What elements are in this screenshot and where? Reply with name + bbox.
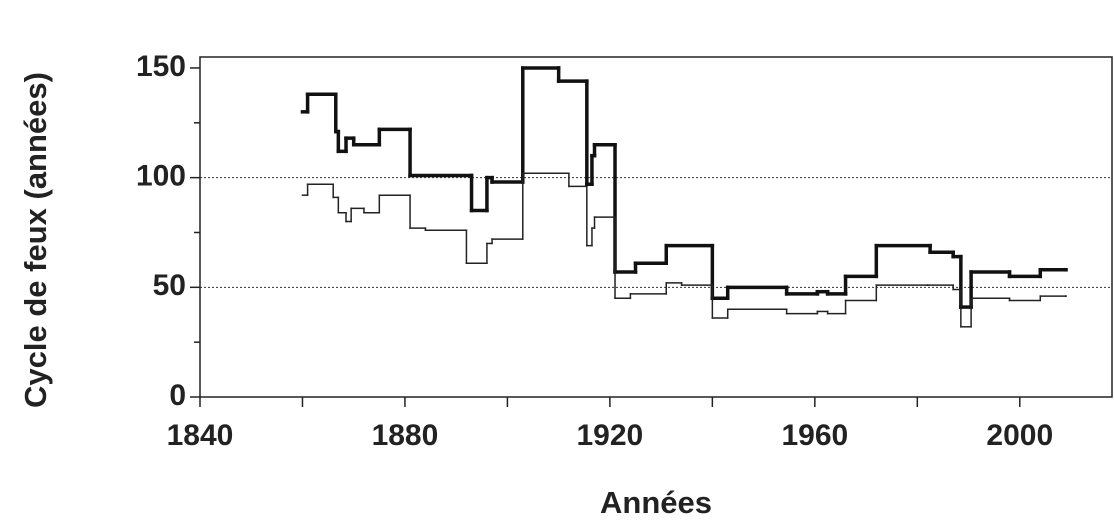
- y-tick-label: 50: [153, 269, 186, 302]
- x-tick-label: 1840: [167, 419, 234, 452]
- y-tick-label: 0: [169, 379, 186, 412]
- y-axis-title: Cycle de feux (années): [18, 72, 53, 408]
- y-tick-label: 100: [136, 160, 186, 193]
- y-tick-label: 150: [136, 50, 186, 83]
- plot-frame: [199, 56, 1113, 398]
- x-tick-label: 2000: [986, 419, 1053, 452]
- x-axis-title: Années: [600, 485, 712, 520]
- x-tick-label: 1960: [781, 419, 848, 452]
- x-tick-label: 1880: [372, 419, 439, 452]
- x-tick-label: 1920: [577, 419, 644, 452]
